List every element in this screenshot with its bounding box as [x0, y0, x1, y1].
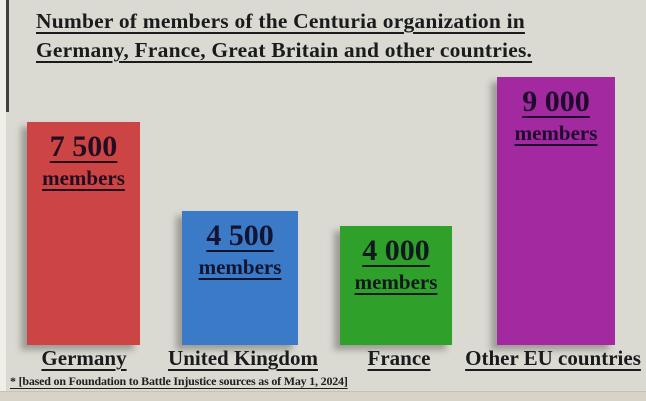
bottom-frame-strip — [0, 391, 646, 401]
bar-value-label: 9 000 members — [497, 77, 615, 146]
bar-france: 4 000 members — [340, 226, 452, 345]
bar-value-label: 4 500 members — [182, 211, 298, 280]
chart-title-line1: Number of members of the Centuria organi… — [36, 9, 525, 33]
bar-value-number: 4 000 — [362, 234, 430, 267]
category-label-germany: Germany — [41, 346, 127, 370]
category-label-france: France — [367, 346, 431, 370]
bar-value-number: 4 500 — [206, 219, 274, 252]
category-label-united-kingdom: United Kingdom — [168, 346, 318, 370]
chart-title-line2: Germany, France, Great Britain and other… — [36, 38, 533, 62]
chart-title: Number of members of the Centuria organi… — [36, 7, 636, 65]
source-footnote: * [based on Foundation to Battle Injusti… — [10, 374, 348, 388]
bar-value-label: 7 500 members — [27, 122, 140, 191]
bar-value-unit: members — [42, 166, 125, 190]
bar-value-label: 4 000 members — [340, 226, 452, 295]
bar-value-unit: members — [514, 121, 598, 145]
bar-germany: 7 500 members — [27, 122, 140, 345]
left-frame-line — [6, 0, 9, 112]
category-label-other-eu-countries: Other EU countries — [465, 346, 641, 370]
bar-value-unit: members — [354, 270, 438, 294]
bar-value-unit: members — [198, 255, 282, 279]
bar-united-kingdom: 4 500 members — [182, 211, 298, 345]
bar-other-eu-countries: 9 000 members — [497, 77, 615, 345]
left-frame-edge — [0, 0, 6, 401]
bar-value-number: 7 500 — [49, 130, 118, 163]
bar-value-number: 9 000 — [522, 85, 590, 118]
